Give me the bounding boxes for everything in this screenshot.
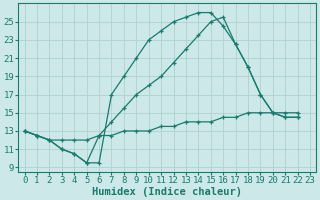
X-axis label: Humidex (Indice chaleur): Humidex (Indice chaleur)	[92, 186, 242, 197]
